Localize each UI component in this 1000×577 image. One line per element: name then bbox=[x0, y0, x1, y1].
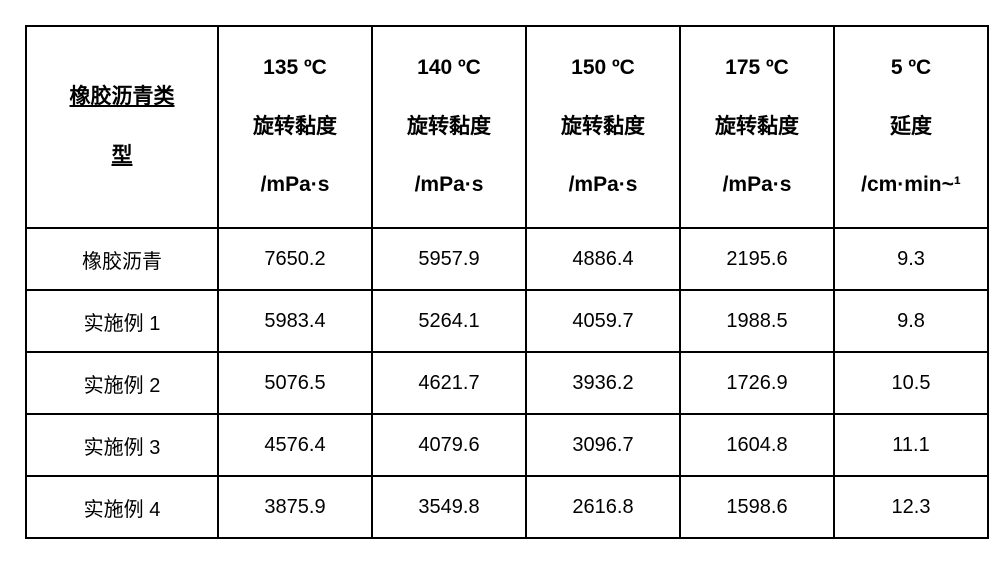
header-line: 橡胶沥青类 bbox=[70, 85, 175, 108]
cell-value: 3096.7 bbox=[526, 414, 680, 476]
cell-value: 2616.8 bbox=[526, 476, 680, 538]
header-line: 150 ºC bbox=[571, 56, 635, 79]
header-line: /mPa·s bbox=[415, 173, 484, 196]
cell-value: 5957.9 bbox=[372, 228, 526, 290]
cell-value: 4621.7 bbox=[372, 352, 526, 414]
row-label: 实施例 3 bbox=[26, 414, 218, 476]
header-line: 型 bbox=[112, 144, 133, 167]
header-line: /mPa·s bbox=[261, 173, 330, 196]
table-row: 实施例 2 5076.5 4621.7 3936.2 1726.9 10.5 bbox=[26, 352, 988, 414]
data-table: 橡胶沥青类 型 135 ºC 旋转黏度 /mPa·s 140 ºC 旋转黏度 /… bbox=[25, 25, 989, 539]
header-line: 旋转黏度 bbox=[407, 115, 491, 138]
row-label: 实施例 1 bbox=[26, 290, 218, 352]
cell-value: 4576.4 bbox=[218, 414, 372, 476]
header-line: 140 ºC bbox=[417, 56, 481, 79]
cell-value: 4059.7 bbox=[526, 290, 680, 352]
header-line: 延度 bbox=[890, 115, 932, 138]
col-header-150c: 150 ºC 旋转黏度 /mPa·s bbox=[526, 26, 680, 228]
table-row: 实施例 1 5983.4 5264.1 4059.7 1988.5 9.8 bbox=[26, 290, 988, 352]
row-label: 实施例 2 bbox=[26, 352, 218, 414]
cell-value: 12.3 bbox=[834, 476, 988, 538]
col-header-5c: 5 ºC 延度 /cm·min~¹ bbox=[834, 26, 988, 228]
cell-value: 4886.4 bbox=[526, 228, 680, 290]
cell-value: 9.8 bbox=[834, 290, 988, 352]
header-line: 135 ºC bbox=[263, 56, 327, 79]
cell-value: 4079.6 bbox=[372, 414, 526, 476]
col-header-135c: 135 ºC 旋转黏度 /mPa·s bbox=[218, 26, 372, 228]
cell-value: 1604.8 bbox=[680, 414, 834, 476]
cell-value: 1598.6 bbox=[680, 476, 834, 538]
header-line: /mPa·s bbox=[723, 173, 792, 196]
cell-value: 3549.8 bbox=[372, 476, 526, 538]
cell-value: 11.1 bbox=[834, 414, 988, 476]
col-header-175c: 175 ºC 旋转黏度 /mPa·s bbox=[680, 26, 834, 228]
cell-value: 10.5 bbox=[834, 352, 988, 414]
table-row: 实施例 4 3875.9 3549.8 2616.8 1598.6 12.3 bbox=[26, 476, 988, 538]
cell-value: 3936.2 bbox=[526, 352, 680, 414]
cell-value: 3875.9 bbox=[218, 476, 372, 538]
row-label: 实施例 4 bbox=[26, 476, 218, 538]
cell-value: 1726.9 bbox=[680, 352, 834, 414]
header-line: 旋转黏度 bbox=[715, 115, 799, 138]
header-line: 5 ºC bbox=[891, 56, 931, 79]
cell-value: 5264.1 bbox=[372, 290, 526, 352]
header-row: 橡胶沥青类 型 135 ºC 旋转黏度 /mPa·s 140 ºC 旋转黏度 /… bbox=[26, 26, 988, 228]
cell-value: 5983.4 bbox=[218, 290, 372, 352]
header-line: 旋转黏度 bbox=[561, 115, 645, 138]
col-header-type: 橡胶沥青类 型 bbox=[26, 26, 218, 228]
header-line: 旋转黏度 bbox=[253, 115, 337, 138]
col-header-140c: 140 ºC 旋转黏度 /mPa·s bbox=[372, 26, 526, 228]
cell-value: 5076.5 bbox=[218, 352, 372, 414]
row-label: 橡胶沥青 bbox=[26, 228, 218, 290]
cell-value: 2195.6 bbox=[680, 228, 834, 290]
cell-value: 1988.5 bbox=[680, 290, 834, 352]
header-line: /cm·min~¹ bbox=[861, 173, 961, 196]
cell-value: 9.3 bbox=[834, 228, 988, 290]
table-row: 实施例 3 4576.4 4079.6 3096.7 1604.8 11.1 bbox=[26, 414, 988, 476]
table-row: 橡胶沥青 7650.2 5957.9 4886.4 2195.6 9.3 bbox=[26, 228, 988, 290]
cell-value: 7650.2 bbox=[218, 228, 372, 290]
table-body: 橡胶沥青 7650.2 5957.9 4886.4 2195.6 9.3 实施例… bbox=[26, 228, 988, 538]
header-line: /mPa·s bbox=[569, 173, 638, 196]
header-line: 175 ºC bbox=[725, 56, 789, 79]
